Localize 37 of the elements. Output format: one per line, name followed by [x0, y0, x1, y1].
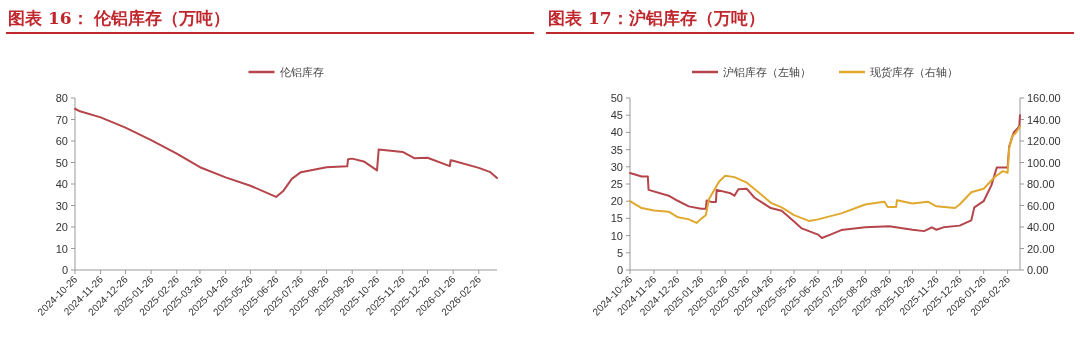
y-tick-label: 40: [55, 178, 68, 190]
legend-label: 沪铝库存（左轴）: [723, 66, 811, 78]
y2-tick-label: 80.00: [1027, 178, 1055, 190]
y-tick-label: 20: [55, 221, 68, 233]
y-tick-label: 10: [610, 229, 623, 242]
y2-tick-label: 160.00: [1027, 92, 1061, 104]
y-tick-label: 40: [610, 126, 623, 139]
y-tick-label: 80: [55, 92, 68, 104]
y2-tick-label: 20.00: [1027, 242, 1055, 255]
y-tick-label: 0: [616, 264, 623, 276]
y-tick-label: 5: [616, 246, 623, 259]
y2-tick-label: 0.00: [1027, 264, 1049, 276]
y-tick-label: 70: [55, 113, 68, 126]
line-series: [629, 114, 1021, 240]
y2-tick-label: 40.00: [1027, 221, 1055, 233]
y-tick-label: 50: [55, 156, 68, 169]
y-tick-label: 60: [55, 135, 68, 147]
line-series: [74, 107, 498, 198]
y-tick-label: 10: [55, 242, 68, 255]
y-tick-label: 0: [61, 264, 68, 276]
y-tick-label: 30: [55, 199, 68, 212]
chart-title: 图表 16： 伦铝库存（万吨）: [8, 8, 231, 28]
y2-tick-label: 140.00: [1027, 113, 1061, 126]
y-tick-label: 15: [610, 212, 623, 225]
y-tick-label: 45: [610, 109, 623, 122]
line-series: [629, 125, 1021, 224]
chart-title: 图表 17：沪铝库存（万吨）: [548, 8, 765, 28]
y-tick-label: 50: [610, 92, 623, 104]
y-tick-label: 30: [610, 160, 623, 173]
y2-tick-label: 100.00: [1027, 156, 1061, 169]
y2-tick-label: 120.00: [1027, 135, 1061, 147]
y-tick-label: 35: [610, 143, 623, 156]
legend-label: 伦铝库存: [279, 66, 324, 78]
legend-label: 现货库存（右轴）: [870, 66, 958, 78]
y-tick-label: 20: [610, 195, 623, 208]
y2-tick-label: 60.00: [1027, 199, 1055, 212]
y-tick-label: 25: [610, 178, 623, 190]
